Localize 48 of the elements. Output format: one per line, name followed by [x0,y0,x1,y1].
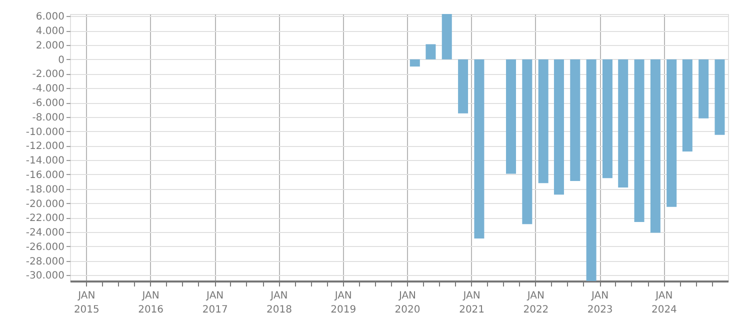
bar [570,59,580,181]
bar [538,59,548,184]
x-tick-label: JAN 2023 [587,290,613,313]
x-tick-label: JAN 2020 [394,290,420,313]
y-tick-label: -8.000 [32,112,64,124]
bar [666,59,677,207]
bar [426,44,436,60]
bar [682,59,692,152]
y-tick-label: 4.000 [36,26,64,38]
y-tick-label: -22.000 [26,213,64,224]
y-tick-label: -28.000 [26,256,64,268]
y-tick-label: 6.000 [36,12,64,23]
y-tick-label: -14.000 [26,156,64,167]
y-tick-label: -10.000 [26,126,64,138]
bar [554,59,564,195]
y-tick-label: -2.000 [32,69,64,80]
bar [698,59,709,118]
bar [410,59,420,67]
x-tick-label: JAN 2015 [74,290,100,313]
x-tick-label: JAN 2016 [138,290,164,313]
bar [650,59,660,233]
bar [506,59,516,174]
y-tick-label: -12.000 [26,141,64,152]
x-tick-label: JAN 2024 [651,290,677,313]
bar [458,59,468,114]
x-tick-label: JAN 2017 [202,290,228,313]
y-tick-label: 0 [58,54,64,66]
y-tick-label: -6.000 [32,98,64,110]
bar [442,14,452,60]
x-tick-label: JAN 2019 [330,290,356,313]
y-tick-label: -24.000 [26,228,64,239]
y-tick-label: -4.000 [32,84,64,95]
y-tick-label: -18.000 [26,184,64,196]
bar [474,59,484,239]
y-tick-label: -30.000 [26,270,64,282]
bar [522,59,532,224]
y-tick-label: 2.000 [36,40,64,52]
x-tick-label: JAN 2021 [459,290,485,313]
bar [586,59,596,281]
bar [714,59,725,135]
bar [602,59,612,178]
bar [618,59,628,188]
y-tick-label: -16.000 [26,170,64,181]
x-tick-label: JAN 2022 [523,290,549,313]
x-tick-label: JAN 2018 [266,290,292,313]
bar [634,59,644,222]
y-tick-label: -26.000 [26,242,64,253]
y-tick-label: -20.000 [26,198,64,210]
